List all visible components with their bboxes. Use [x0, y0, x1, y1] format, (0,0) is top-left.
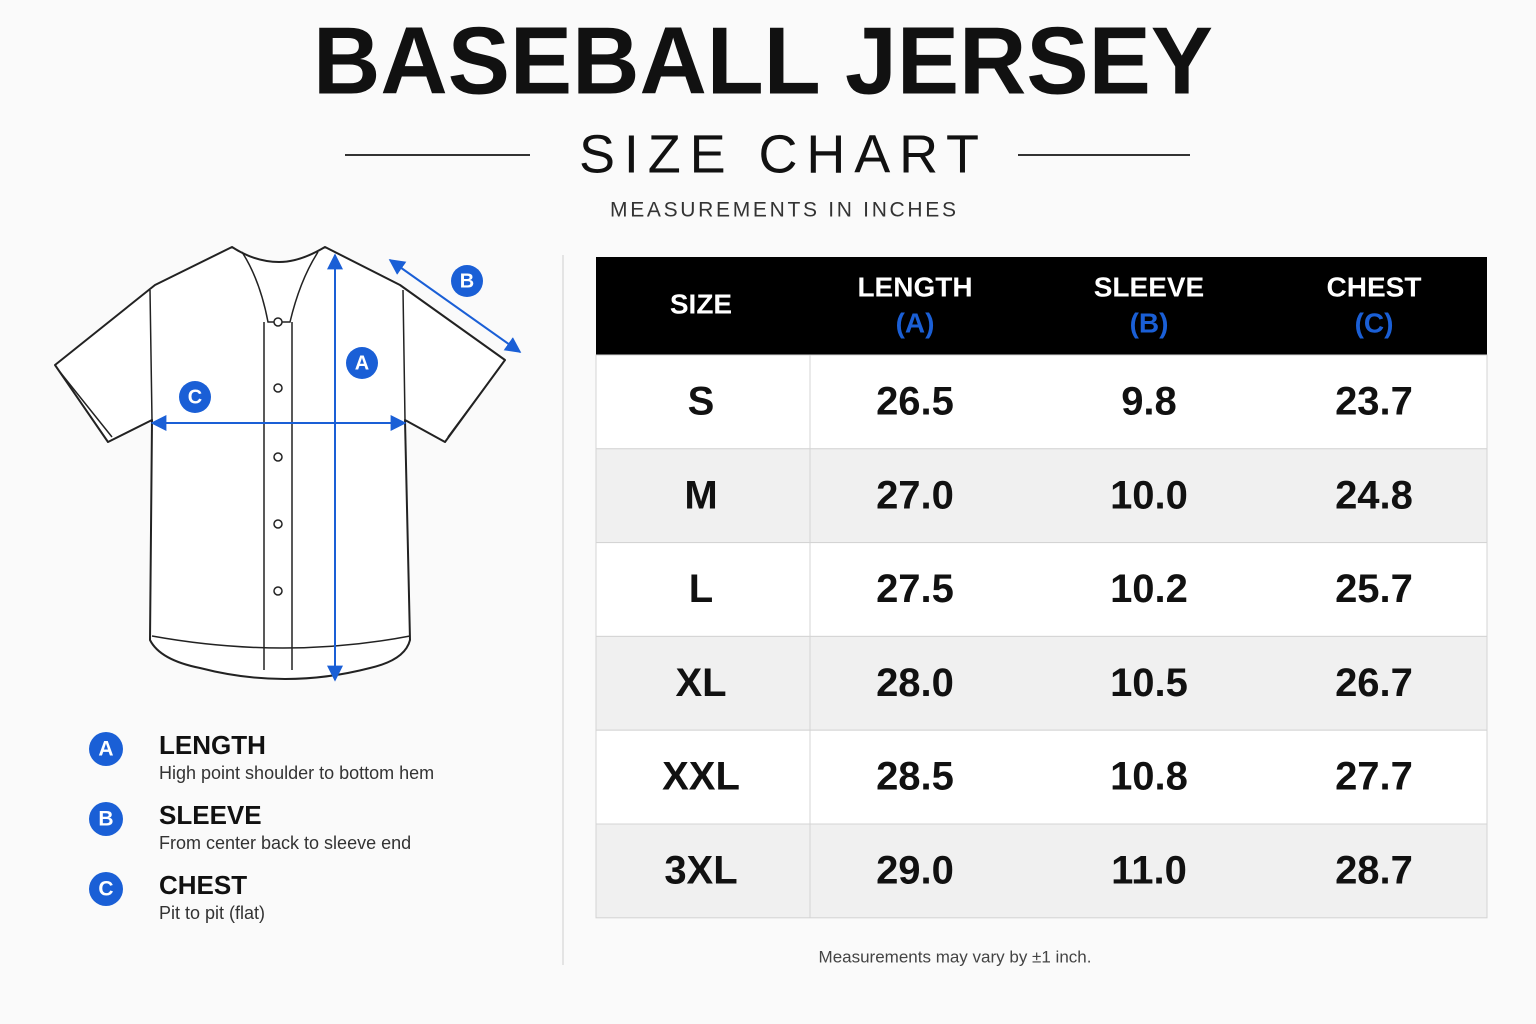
table-header [596, 257, 1487, 355]
badge [89, 732, 123, 766]
placket [263, 322, 293, 670]
cell-value: 24.8 [1335, 473, 1413, 517]
badge-letter: C [188, 386, 202, 408]
table-row [595, 635, 1488, 731]
diagram-badges: A B C [179, 265, 483, 413]
cell-value: 10.5 [1110, 661, 1188, 705]
badge-letter: B [98, 808, 113, 831]
cell-size: M [684, 473, 717, 517]
cell-value: 28.0 [876, 661, 954, 705]
cell-value: 26.5 [876, 379, 954, 423]
badge-letter: A [355, 352, 369, 374]
table-row [595, 354, 1488, 450]
footnote: Measurements may vary by ±1 inch. [819, 947, 1092, 966]
legend-description: High point shoulder to bottom hem [159, 763, 434, 783]
cell-value: 26.7 [1335, 661, 1413, 705]
sleeve-arrow [388, 259, 522, 353]
legend-name: LENGTH [159, 730, 266, 760]
column-header: LENGTH [857, 271, 972, 302]
cell-value: 9.8 [1121, 379, 1177, 423]
table-row [595, 448, 1488, 544]
cell-value: 28.5 [876, 755, 954, 799]
column-header: SLEEVE [1094, 271, 1204, 302]
cell-value: 29.0 [876, 848, 954, 892]
badge [346, 347, 378, 379]
badge-letter: A [98, 738, 113, 761]
jersey-diagram [54, 246, 522, 682]
badge [451, 265, 483, 297]
badge [179, 381, 211, 413]
title: BASEBALL JERSEY [313, 7, 1213, 114]
jersey-outline [54, 246, 506, 680]
column-header: SIZE [670, 288, 732, 319]
cell-value: 25.7 [1335, 567, 1413, 611]
size-table: SIZE LENGTH (A) SLEEVE (B) CHEST (C) S 26.5 9.8 23… [595, 257, 1488, 919]
cell-size: XL [675, 661, 726, 705]
badge [89, 802, 123, 836]
table-row [595, 542, 1488, 637]
cell-size: 3XL [664, 848, 737, 892]
legend-description: From center back to sleeve end [159, 833, 411, 853]
cell-value: 23.7 [1335, 379, 1413, 423]
seams [59, 289, 501, 649]
legend-name: SLEEVE [159, 800, 262, 830]
badge-letter: C [98, 878, 113, 901]
column-code: (C) [1355, 307, 1394, 338]
column-header: CHEST [1327, 271, 1422, 302]
cell-value: 10.2 [1110, 567, 1188, 611]
column-code: (A) [896, 307, 935, 338]
legend: A LENGTH High point shoulder to bottom hem… [89, 730, 434, 923]
cell-size: XXL [662, 755, 740, 799]
cell-value: 10.8 [1110, 755, 1188, 799]
cell-size: S [688, 379, 715, 423]
buttons [273, 317, 283, 596]
legend-name: CHEST [159, 870, 247, 900]
cell-value: 27.0 [876, 473, 954, 517]
column-code: (B) [1130, 307, 1169, 338]
badge-letter: B [460, 270, 474, 292]
badge [89, 872, 123, 906]
cell-value: 11.0 [1111, 848, 1187, 892]
legend-description: Pit to pit (flat) [159, 903, 265, 923]
cell-value: 27.7 [1335, 755, 1413, 799]
table-row [595, 729, 1488, 825]
cell-value: 27.5 [876, 567, 954, 611]
cell-size: L [689, 567, 713, 611]
cell-value: 28.7 [1335, 848, 1413, 892]
table-row [595, 823, 1488, 919]
cell-value: 10.0 [1110, 473, 1188, 517]
